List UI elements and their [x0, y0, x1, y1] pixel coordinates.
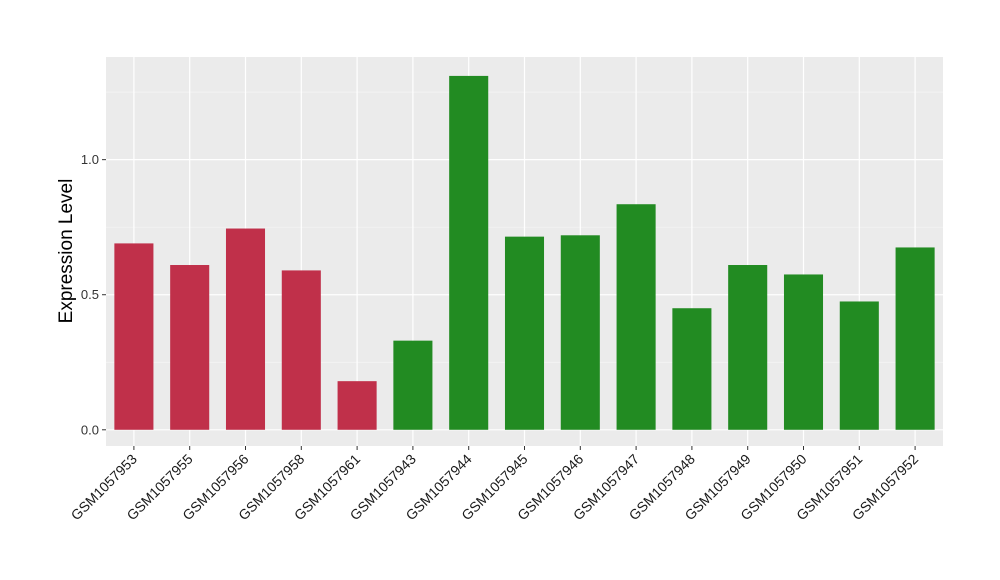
bar-GSM1057961 — [337, 381, 377, 430]
y-tick-label: 1.0 — [81, 152, 99, 167]
bar-GSM1057956 — [225, 228, 266, 430]
bar-GSM1057955 — [170, 265, 210, 430]
bar-GSM1057953 — [114, 243, 154, 430]
bar-GSM1057943 — [393, 340, 433, 430]
x-axis: GSM1057953GSM1057955GSM1057956GSM1057958… — [68, 446, 921, 523]
bar-GSM1057958 — [281, 270, 321, 430]
bars — [114, 75, 935, 430]
y-tick-label: 0.0 — [81, 422, 99, 437]
y-tick-label: 0.5 — [81, 287, 99, 302]
bar-GSM1057950 — [783, 274, 824, 430]
bar-GSM1057949 — [728, 265, 768, 430]
bar-GSM1057944 — [449, 75, 489, 430]
y-axis-title: Expression Level — [56, 179, 77, 324]
bar-GSM1057951 — [839, 301, 879, 430]
bar-GSM1057946 — [560, 235, 600, 430]
bar-GSM1057948 — [672, 308, 712, 430]
bar-GSM1057945 — [504, 236, 545, 430]
bar-GSM1057952 — [895, 247, 935, 430]
y-axis: 0.0 0.5 1.0 — [81, 152, 106, 437]
bar-GSM1057947 — [616, 204, 656, 430]
